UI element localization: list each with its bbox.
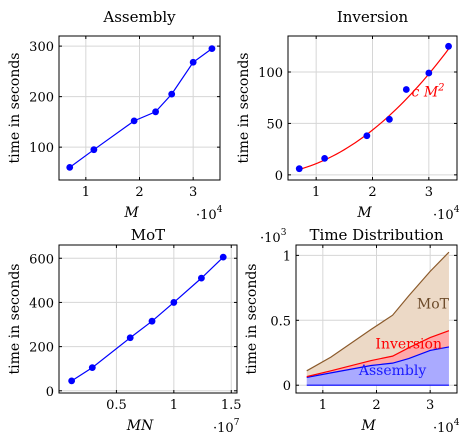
- line-inversion: [306, 330, 450, 378]
- x-multiplier: ·107: [213, 418, 240, 434]
- x-axis-label: M: [123, 205, 139, 221]
- y-tick-label: 100: [258, 66, 283, 81]
- y-axis-label: time in seconds: [7, 53, 23, 164]
- time-distribution-chart: Assembly Inversion MoT 1 2 3 0 0.5 1 Time Distrib…: [244, 226, 460, 434]
- y-tick-label: 100: [29, 141, 54, 156]
- x-tick-label: 3: [189, 185, 197, 200]
- data-point: [445, 42, 452, 50]
- data-point: [198, 274, 205, 282]
- x-tick-label: 2: [135, 185, 143, 200]
- x-tick-label: 0.5: [106, 398, 127, 413]
- chart-title: Inversion: [337, 8, 409, 26]
- x-multiplier-exp: 7: [234, 418, 240, 428]
- y-tick-label: 200: [29, 91, 54, 106]
- x-multiplier: ·104: [196, 205, 223, 223]
- x-tick-label: 1: [82, 185, 90, 200]
- y-axis-label: time in seconds: [7, 264, 23, 375]
- y-multiplier: ·103: [260, 228, 287, 246]
- data-point: [90, 146, 98, 154]
- data-point: [126, 334, 134, 342]
- data-point: [130, 117, 138, 125]
- x-multiplier: ·104: [433, 418, 460, 434]
- x-tick-label: 3: [426, 398, 434, 413]
- x-tick-label: 1.5: [221, 398, 242, 413]
- data-point: [363, 132, 371, 140]
- line-mot: [306, 251, 450, 372]
- series-label-assembly: Assembly: [358, 363, 426, 379]
- x-axis-label: MN: [126, 418, 154, 434]
- x-tick-label: 1: [319, 398, 327, 413]
- x-multiplier-exp: 4: [454, 205, 460, 215]
- data-point: [68, 377, 76, 385]
- data-point: [88, 364, 96, 371]
- x-multiplier-exp: 4: [217, 205, 223, 215]
- series-label-inversion: Inversion: [375, 336, 442, 352]
- x-multiplier: ·104: [433, 205, 460, 223]
- plot-frame: [58, 244, 238, 394]
- x-multiplier-exp: 4: [454, 418, 460, 428]
- x-tick-label: 1: [312, 185, 320, 200]
- chart-title: Time Distribution: [310, 226, 444, 244]
- y-tick-label: 0: [275, 169, 283, 184]
- data-point: [189, 58, 197, 66]
- x-tick-label: 1: [170, 398, 178, 413]
- x-tick-label: 2: [372, 398, 380, 413]
- data-point: [66, 163, 74, 171]
- y-tick-label: 0: [283, 379, 291, 394]
- data-point: [208, 45, 216, 53]
- series-label-mot: MoT: [417, 297, 450, 313]
- line-assembly: [306, 346, 450, 379]
- chart-title: MoT: [131, 226, 165, 244]
- data-point: [219, 253, 227, 261]
- y-tick-label: 0.5: [270, 314, 291, 329]
- x-tick-label: 2: [368, 185, 376, 200]
- y-tick-label: 400: [29, 296, 54, 311]
- y-tick-label: 1: [283, 249, 291, 264]
- y-tick-label: 0: [46, 385, 54, 400]
- y-tick-label: 300: [29, 40, 54, 55]
- data-point: [321, 155, 329, 162]
- fit-curve: [299, 48, 450, 170]
- mot-chart: 0.5 1 1.5 0 200 400 600 MoT MN time in seconds ·10…: [7, 226, 242, 434]
- y-multiplier-exp: 3: [281, 228, 287, 238]
- chart-title: Assembly: [102, 8, 176, 26]
- data-point: [386, 115, 393, 123]
- data-point: [170, 299, 178, 306]
- data-point: [148, 317, 156, 325]
- fit-label: c M2: [412, 83, 445, 101]
- data-point: [168, 90, 176, 98]
- y-tick-label: 200: [29, 341, 54, 356]
- area-assembly: [306, 346, 449, 386]
- y-axis-label: time in seconds: [244, 264, 260, 375]
- x-tick-label: 3: [425, 185, 433, 200]
- y-axis-label: time in seconds: [236, 53, 252, 164]
- y-tick-label: 50: [266, 117, 283, 132]
- data-point: [152, 108, 160, 116]
- x-axis-label: M: [356, 205, 372, 221]
- data-point: [425, 69, 433, 77]
- data-point: [402, 86, 410, 93]
- y-tick-label: 600: [29, 252, 54, 267]
- x-axis-label: M: [360, 418, 376, 434]
- fit-label-exp: 2: [437, 83, 444, 94]
- data-point: [295, 165, 303, 173]
